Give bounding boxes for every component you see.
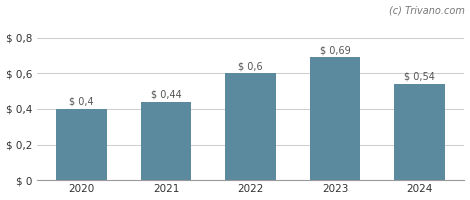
Text: $ 0,69: $ 0,69 bbox=[320, 45, 351, 55]
Text: $ 0,4: $ 0,4 bbox=[69, 97, 94, 107]
Bar bbox=[394, 84, 445, 180]
Bar bbox=[225, 73, 276, 180]
Text: $ 0,54: $ 0,54 bbox=[404, 72, 435, 82]
Text: $ 0,6: $ 0,6 bbox=[238, 61, 263, 71]
Bar bbox=[310, 57, 360, 180]
Bar bbox=[56, 109, 107, 180]
Text: (c) Trivano.com: (c) Trivano.com bbox=[389, 5, 464, 15]
Text: $ 0,44: $ 0,44 bbox=[151, 90, 181, 100]
Bar bbox=[141, 102, 191, 180]
